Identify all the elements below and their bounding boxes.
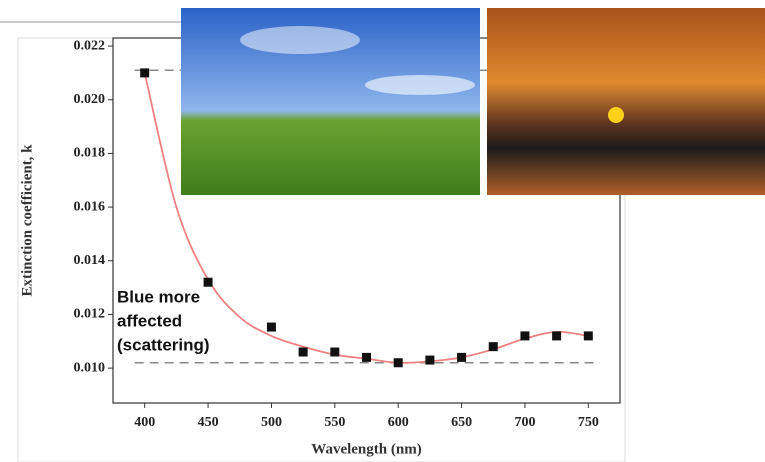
x-tick-label: 450 [198,415,219,430]
data-point [330,348,339,357]
data-point [457,353,466,362]
data-point [520,331,529,340]
x-tick-label: 650 [451,415,472,430]
x-axis-label: Wavelength (nm) [311,441,421,457]
data-point [267,323,276,332]
data-point [489,342,498,351]
data-point [299,348,308,357]
x-tick-label: 750 [578,415,599,430]
data-point [362,353,371,362]
x-tick-label: 400 [134,415,155,430]
y-tick-label: 0.010 [74,360,106,375]
y-tick-label: 0.016 [74,199,106,214]
annotation: affected [117,311,182,330]
sun [608,107,624,123]
data-point [552,331,561,340]
y-tick-label: 0.020 [74,92,106,107]
x-tick-label: 500 [261,415,282,430]
data-point [584,331,593,340]
x-tick-label: 600 [388,415,409,430]
x-tick-label: 550 [324,415,345,430]
figure: 0.010 0.012 0.014 0.016 0.018 0.020 0.022 400 45… [0,0,765,462]
cloud [365,75,475,95]
data-point [140,68,149,77]
photo-sunset [487,8,765,195]
data-point [425,356,434,365]
y-tick-label: 0.014 [74,253,106,268]
x-tick-label: 700 [514,415,535,430]
y-tick-label: 0.012 [74,307,106,322]
y-tick-label: 0.018 [74,146,106,161]
data-point [394,358,403,367]
annotation: Blue more [117,287,200,306]
data-point [204,278,213,287]
y-axis-label: Extinction coefficient, k [19,144,35,297]
cloud [240,26,360,54]
annotation: (scattering) [117,335,210,354]
y-tick-label: 0.022 [74,38,106,53]
